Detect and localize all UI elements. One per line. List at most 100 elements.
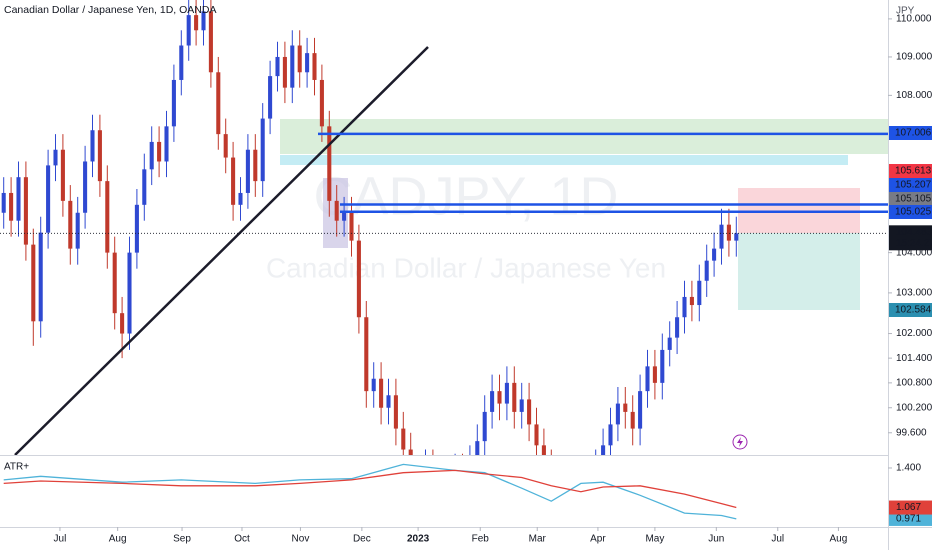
levels bbox=[0, 132, 888, 234]
candle-body bbox=[645, 366, 650, 392]
y-tick-label: 109.000 bbox=[896, 52, 932, 63]
candle-body bbox=[571, 496, 575, 517]
candle-body bbox=[512, 382, 517, 412]
watermark-subtitle: Canadian Dollar / Japanese Yen bbox=[266, 252, 666, 283]
candle-body bbox=[68, 200, 73, 249]
candle-body bbox=[482, 411, 487, 442]
candle-body bbox=[164, 126, 169, 162]
indicator-line bbox=[3, 469, 737, 509]
price-tag-label: 102.584 bbox=[895, 305, 932, 316]
candle-body bbox=[601, 445, 606, 455]
x-tick-label: Jul bbox=[54, 534, 67, 545]
event-icon[interactable] bbox=[732, 434, 748, 450]
x-tick-label: Dec bbox=[353, 534, 371, 545]
candle-body bbox=[53, 149, 58, 166]
price-tag-label: 105.025 bbox=[895, 207, 932, 218]
x-tick-label: Aug bbox=[109, 534, 127, 545]
x-tick-label: Mar bbox=[529, 534, 547, 545]
candle-body bbox=[97, 130, 102, 182]
indicator-tag-label: 0.971 bbox=[896, 514, 921, 525]
candle-body bbox=[268, 76, 273, 119]
candle-body bbox=[245, 149, 250, 193]
candle-body bbox=[460, 471, 464, 492]
candle-body bbox=[342, 212, 347, 221]
candle-body bbox=[401, 428, 406, 450]
candle-body bbox=[223, 134, 228, 158]
x-tick-label: Sep bbox=[173, 534, 191, 545]
candle-body bbox=[60, 149, 65, 201]
candle-body bbox=[519, 399, 524, 412]
candle-body bbox=[453, 471, 457, 484]
x-tick-label: Oct bbox=[234, 534, 250, 545]
candle-body bbox=[31, 244, 36, 322]
y-tick-label: 108.000 bbox=[896, 90, 932, 101]
x-tick-label: 2023 bbox=[407, 534, 430, 545]
candle-body bbox=[297, 45, 302, 73]
candle-body bbox=[682, 296, 687, 318]
candle-body bbox=[305, 53, 310, 73]
candle-body bbox=[719, 224, 724, 249]
candle-body bbox=[475, 441, 480, 455]
candle-body bbox=[179, 45, 184, 80]
candle-body bbox=[408, 449, 413, 455]
candle-body bbox=[127, 252, 132, 334]
target-zone bbox=[738, 233, 860, 310]
candle-body bbox=[490, 391, 495, 412]
indicator-tick-label: 1.400 bbox=[896, 463, 921, 474]
candle-body bbox=[393, 395, 398, 429]
candle-body bbox=[282, 56, 287, 88]
indicator-line bbox=[3, 463, 737, 520]
candle-body bbox=[734, 233, 739, 241]
price-tag-label: 105.613 bbox=[895, 166, 932, 177]
candle-body bbox=[541, 445, 546, 455]
candle-body bbox=[90, 130, 95, 162]
trend-line bbox=[14, 46, 429, 456]
candle-body bbox=[208, 11, 213, 73]
candle-body bbox=[194, 15, 199, 31]
candle-body bbox=[416, 475, 420, 488]
watermark: CADJPY, 1D bbox=[313, 166, 618, 226]
x-tick-label: Jun bbox=[708, 534, 724, 545]
price-tag bbox=[889, 192, 932, 206]
candle-body bbox=[142, 169, 147, 205]
candle-body bbox=[623, 403, 628, 412]
chart-title: Canadian Dollar / Japanese Yen, 1D, OAND… bbox=[4, 4, 216, 16]
y-tick-label: 99.600 bbox=[896, 427, 927, 438]
currency-label: JPY bbox=[896, 6, 915, 17]
indicator-tag bbox=[889, 511, 932, 526]
x-tick-label: Jul bbox=[771, 534, 784, 545]
current-price-tag bbox=[889, 225, 932, 251]
candle-body bbox=[660, 349, 665, 383]
candle-body bbox=[290, 45, 295, 88]
candle-body bbox=[319, 79, 324, 127]
candle-body bbox=[726, 224, 731, 241]
candle-body bbox=[586, 488, 590, 526]
candle-body bbox=[386, 395, 391, 408]
candle-body bbox=[16, 177, 21, 221]
price-tag-label: 105.207 bbox=[895, 180, 932, 191]
candle-body bbox=[371, 378, 376, 392]
candle-body bbox=[23, 177, 28, 245]
candle-body bbox=[534, 424, 539, 446]
candle-body bbox=[689, 296, 694, 306]
candle-body bbox=[704, 260, 709, 281]
stop-zone bbox=[738, 188, 860, 233]
price-tag bbox=[889, 303, 932, 317]
candle-body bbox=[438, 496, 442, 505]
candle-body bbox=[364, 317, 369, 392]
candle-body bbox=[579, 496, 583, 526]
price-tag bbox=[889, 126, 932, 140]
candle-body bbox=[312, 53, 317, 80]
candle-body bbox=[46, 165, 51, 233]
event-icon-bolt bbox=[737, 437, 743, 447]
price-tag-label: 107.006 bbox=[895, 128, 932, 139]
x-tick-label: May bbox=[645, 534, 664, 545]
candle-body bbox=[497, 391, 502, 404]
current-price-label: 104.483 bbox=[896, 227, 932, 238]
x-tick-label: Apr bbox=[590, 534, 606, 545]
demand-zone bbox=[280, 119, 888, 154]
candle-body bbox=[468, 462, 472, 492]
indicator-tag bbox=[889, 500, 932, 515]
